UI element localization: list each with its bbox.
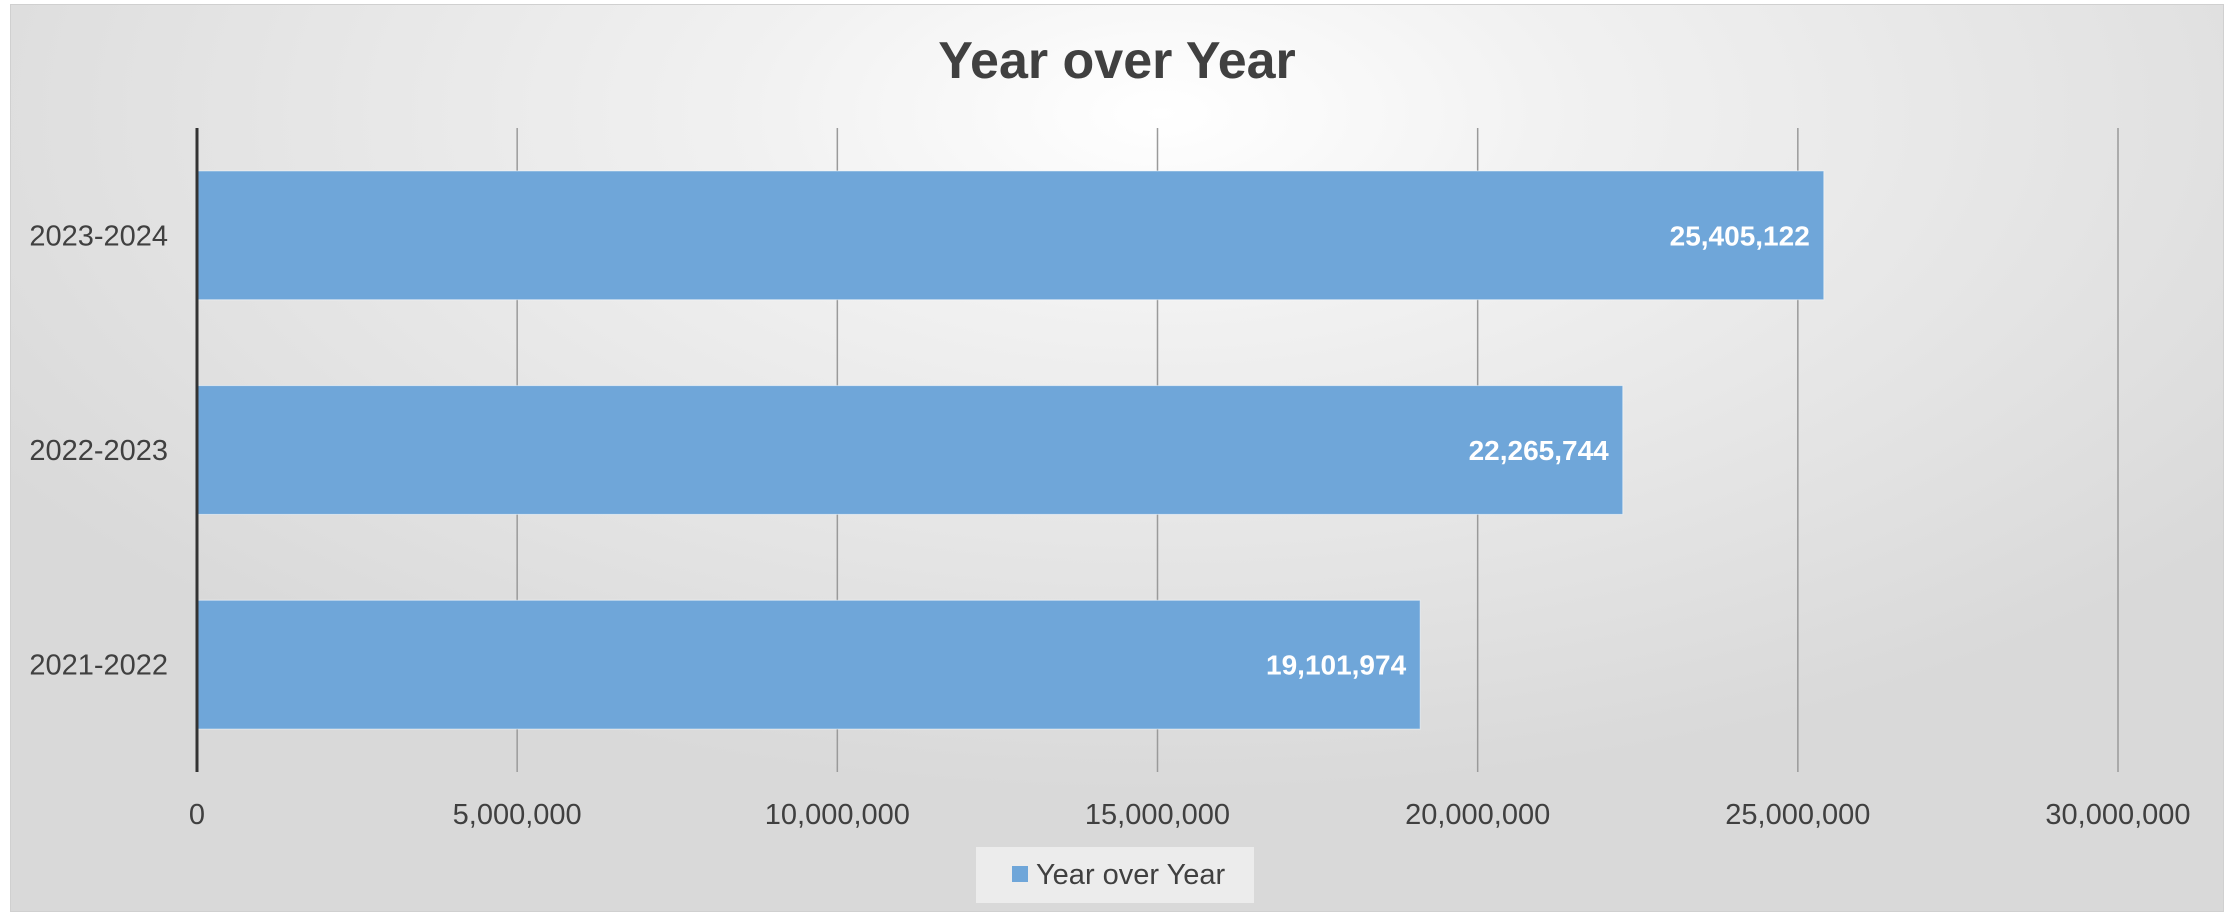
chart-title: Year over Year [938,32,1296,90]
legend-label: Year over Year [1036,859,1226,891]
legend-swatch [1012,866,1028,882]
tick-label: 30,000,000 [2045,799,2190,831]
value-tick-labels: 0 5,000,000 10,000,000 15,000,000 20,000,000… [189,799,2191,831]
tick-label: 15,000,000 [1085,799,1230,831]
tick-label: 0 [189,799,205,831]
category-label: 2023-2024 [29,220,168,252]
bar [196,599,1421,730]
tick-label: 5,000,000 [453,799,582,831]
data-label: 19,101,974 [1266,650,1407,681]
category-label: 2022-2023 [29,435,168,467]
tick-label: 20,000,000 [1405,799,1550,831]
category-label: 2021-2022 [29,650,168,682]
data-label: 22,265,744 [1469,435,1610,466]
bars: 19,101,974 22,265,744 25,405,122 [196,170,1825,730]
bar [196,170,1825,301]
tick-label: 25,000,000 [1725,799,1870,831]
legend: Year over Year [976,847,1254,903]
data-label: 25,405,122 [1670,220,1810,251]
category-labels: 2021-2022 2022-2023 2023-2024 [29,220,168,681]
tick-label: 10,000,000 [765,799,910,831]
bar [196,385,1624,515]
